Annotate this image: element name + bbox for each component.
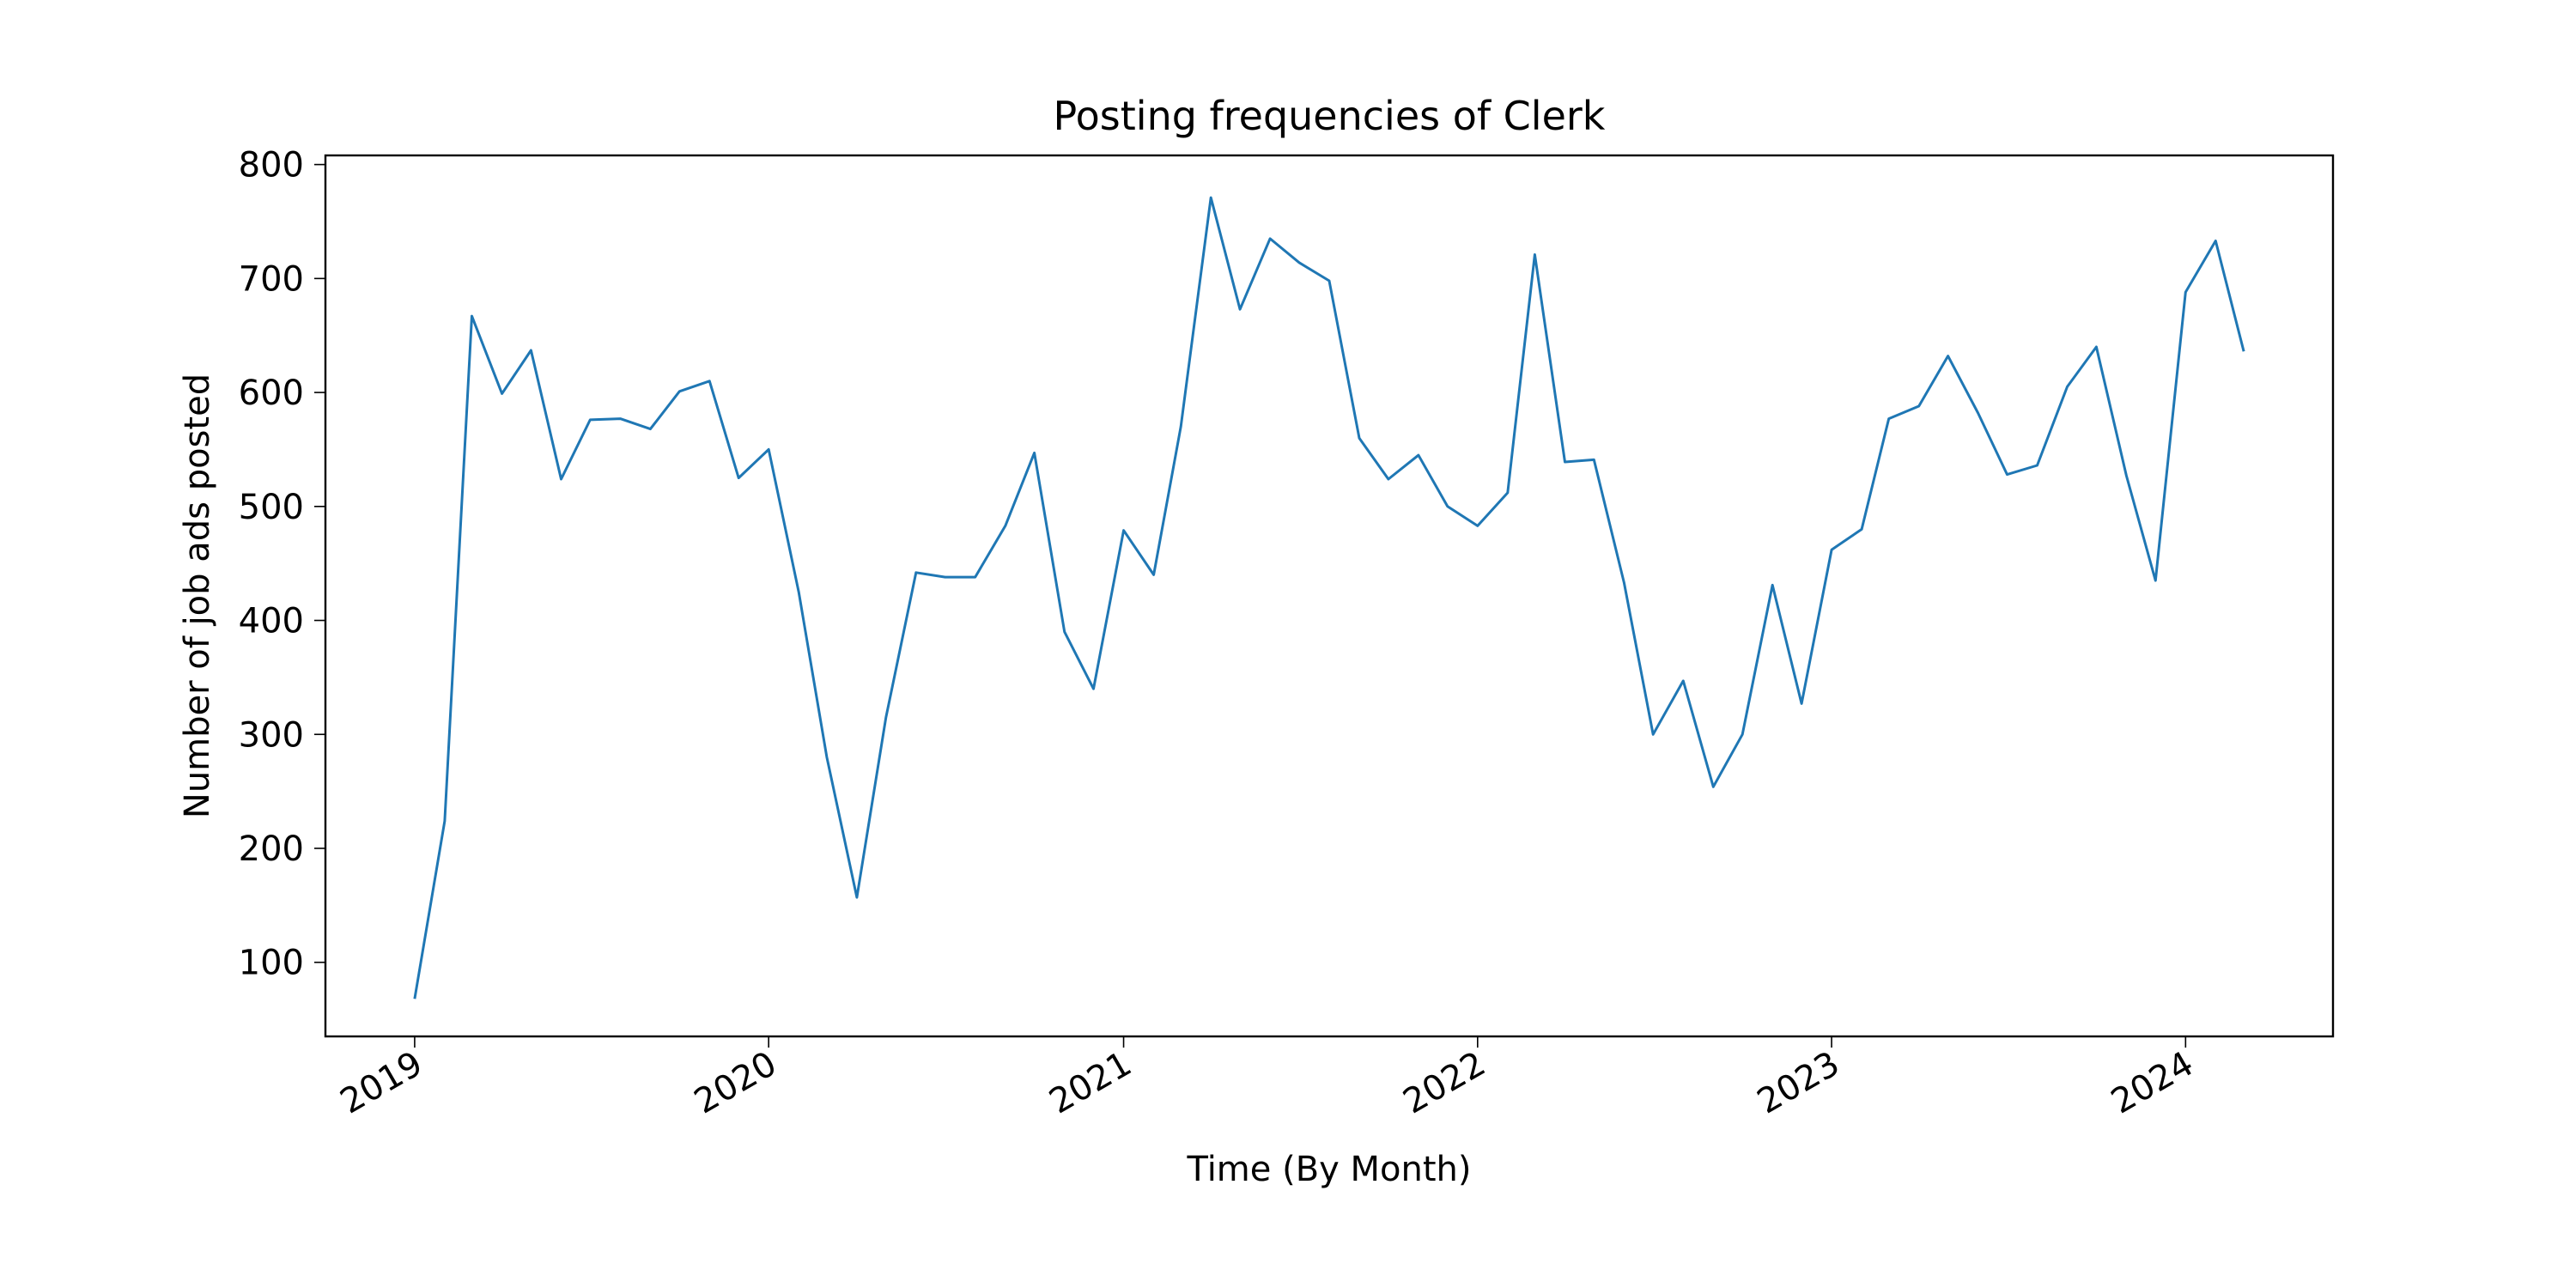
- series-line: [413, 196, 2245, 999]
- y-tick-label: 600: [239, 374, 304, 413]
- y-tick-label: 300: [239, 715, 304, 755]
- y-tick-label: 400: [239, 602, 304, 641]
- y-axis-label: Number of job ads posted: [178, 374, 217, 818]
- x-tick-label: 2020: [688, 1044, 783, 1122]
- x-tick-label: 2023: [1751, 1044, 1846, 1122]
- y-tick-label: 800: [239, 146, 304, 185]
- chart-title: Posting frequencies of Clerk: [1054, 93, 1606, 139]
- x-tick-label: 2024: [2105, 1044, 2200, 1122]
- y-axis: 100 200 300 400 500 600 700 800: [239, 146, 325, 983]
- y-tick-label: 700: [239, 259, 304, 299]
- plot-frame: [324, 154, 2335, 1038]
- y-tick-label: 500: [239, 488, 304, 527]
- x-axis-label: Time (By Month): [1186, 1150, 1471, 1189]
- y-tick-label: 200: [239, 829, 304, 869]
- x-axis: 2019 2020 2021 2022 2023 2024: [334, 1036, 2200, 1122]
- y-tick-label: 100: [239, 944, 304, 983]
- plot-area: [324, 154, 2335, 1038]
- x-tick-label: 2022: [1397, 1044, 1492, 1122]
- x-tick-label: 2019: [334, 1044, 429, 1122]
- x-tick-label: 2021: [1042, 1044, 1138, 1122]
